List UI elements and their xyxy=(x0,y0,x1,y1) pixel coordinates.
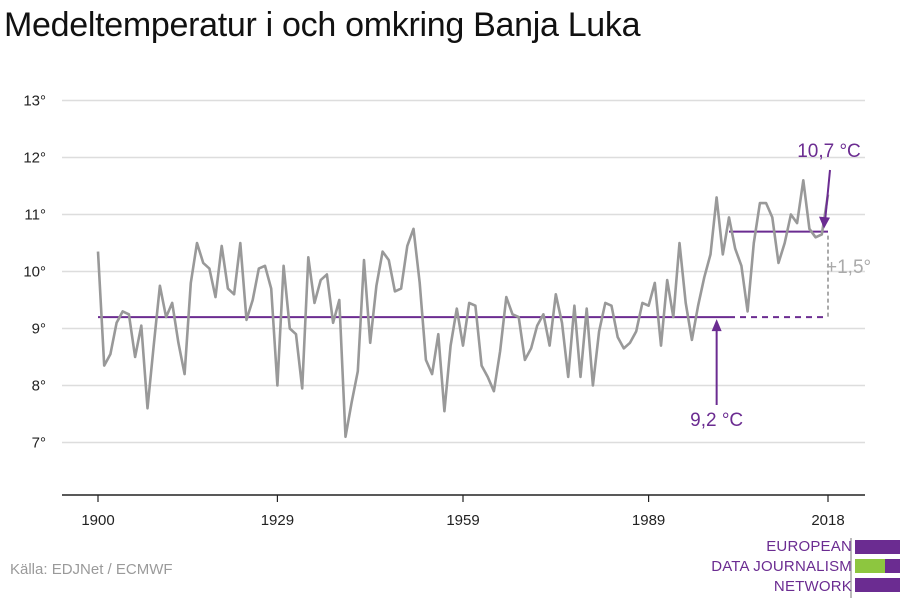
logo-bar-green xyxy=(855,559,885,573)
x-tick-label: 1959 xyxy=(446,512,479,529)
x-tick-label: 1929 xyxy=(261,512,294,529)
y-tick-label: 7° xyxy=(32,435,46,452)
logo-divider xyxy=(850,538,852,598)
y-tick-label: 13° xyxy=(23,93,46,110)
recent-arrow-head xyxy=(819,216,830,229)
y-tick-label: 9° xyxy=(32,321,46,338)
logo-bar-purple-bottom xyxy=(855,578,900,592)
baseline-arrow-head xyxy=(711,319,722,332)
y-tick-label: 11° xyxy=(24,207,46,224)
difference-label: +1,5° xyxy=(826,257,871,278)
logo-bar-purple-top xyxy=(855,540,900,554)
y-tick-label: 12° xyxy=(23,150,46,167)
temperature-series-line xyxy=(96,179,830,439)
recent-arrow-shaft xyxy=(824,169,831,222)
baseline-mean-label: 9,2 °C xyxy=(690,410,743,431)
y-tick-label: 8° xyxy=(32,378,46,395)
edjnet-logo[interactable]: EUROPEAN DATA JOURNALISM NETWORK xyxy=(700,538,900,598)
x-tick-label: 2018 xyxy=(811,512,844,529)
source-note: Källa: EDJNet / ECMWF xyxy=(10,561,173,578)
logo-line-2: DATA JOURNALISM xyxy=(711,558,852,575)
x-tick-label: 1900 xyxy=(81,512,114,529)
recent-mean-label: 10,7 °C xyxy=(797,141,861,162)
x-tick-label: 1989 xyxy=(632,512,665,529)
logo-line-1: EUROPEAN xyxy=(766,538,852,555)
y-tick-label: 10° xyxy=(23,264,46,281)
chart-title: Medeltemperatur i och omkring Banja Luka xyxy=(4,6,641,44)
logo-line-3: NETWORK xyxy=(773,578,852,595)
